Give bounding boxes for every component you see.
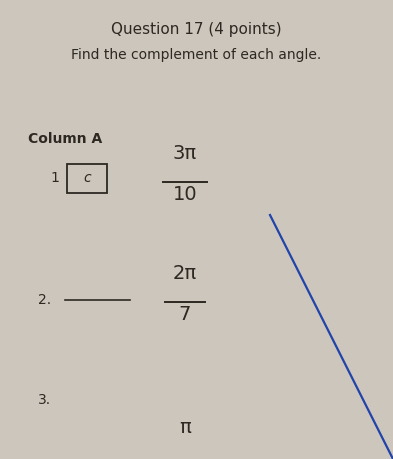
Text: 2.: 2. [38, 293, 51, 307]
Text: 10: 10 [173, 185, 197, 204]
Text: Column A: Column A [28, 132, 102, 146]
Text: 3.: 3. [38, 393, 51, 407]
Text: 7: 7 [179, 305, 191, 324]
Text: Question 17 (4 points): Question 17 (4 points) [111, 22, 281, 37]
Text: Find the complement of each angle.: Find the complement of each angle. [71, 48, 321, 62]
Text: 1: 1 [50, 171, 59, 185]
Text: 2π: 2π [173, 264, 197, 283]
Text: π: π [179, 418, 191, 437]
Text: c: c [83, 171, 91, 185]
Text: 3π: 3π [173, 144, 197, 163]
